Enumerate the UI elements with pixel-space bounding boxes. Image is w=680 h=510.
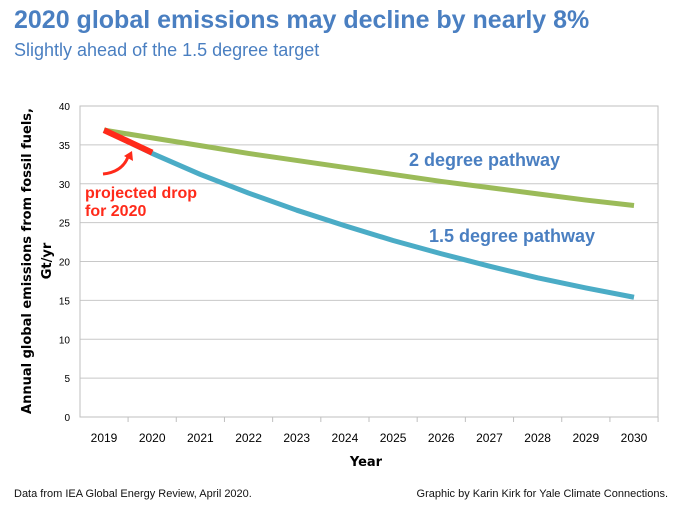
gridlines bbox=[80, 105, 658, 418]
credit-note: Graphic by Karin Kirk for Yale Climate C… bbox=[416, 488, 668, 500]
x-tick-label: 2027 bbox=[476, 431, 503, 445]
x-tick-label: 2025 bbox=[380, 431, 407, 445]
chart-subtitle: Slightly ahead of the 1.5 degree target bbox=[14, 40, 320, 60]
x-tick-label: 2029 bbox=[572, 431, 599, 445]
x-tick-label: 2020 bbox=[139, 431, 166, 445]
annotation-arrow bbox=[102, 156, 130, 176]
x-axis-label: Year bbox=[349, 455, 383, 470]
x-tick-label: 2030 bbox=[621, 431, 648, 445]
series-line-0 bbox=[103, 127, 635, 209]
x-tick-label: 2028 bbox=[524, 431, 551, 445]
series-lines bbox=[102, 127, 635, 300]
y-axis-ticks: 0 5 10 15 20 25 30 35 40 bbox=[59, 102, 71, 424]
x-tick-label: 2021 bbox=[187, 431, 214, 445]
y-tick-label: 5 bbox=[64, 374, 70, 385]
label-1-5-degree-pathway: 1.5 degree pathway bbox=[429, 226, 595, 246]
x-tick-label: 2022 bbox=[235, 431, 262, 445]
y-tick-label: 0 bbox=[64, 413, 70, 424]
chart-title: 2020 global emissions may decline by nea… bbox=[14, 6, 590, 34]
y-tick-label: 30 bbox=[59, 180, 71, 191]
y-tick-label: 25 bbox=[59, 219, 71, 230]
y-axis-label-line2: Gt/yr bbox=[40, 242, 55, 279]
label-projected-drop-line2: for 2020 bbox=[85, 203, 146, 220]
x-tick-label: 2023 bbox=[283, 431, 310, 445]
y-tick-label: 10 bbox=[59, 335, 71, 346]
y-tick-label: 35 bbox=[59, 141, 71, 152]
x-tick-label: 2026 bbox=[428, 431, 455, 445]
y-axis-label-line1: Annual global emissions from fossil fuel… bbox=[20, 108, 35, 414]
x-tick-label: 2024 bbox=[332, 431, 359, 445]
series-line-2 bbox=[102, 127, 154, 156]
y-tick-label: 15 bbox=[59, 296, 71, 307]
x-axis-ticks: 2019 2020 2021 2022 2023 2024 2025 2026 2027 2028… bbox=[91, 417, 659, 445]
label-projected-drop-line1: projected drop bbox=[85, 185, 197, 202]
y-tick-label: 20 bbox=[59, 258, 71, 269]
source-note: Data from IEA Global Energy Review, Apri… bbox=[14, 488, 252, 500]
x-tick-label: 2019 bbox=[91, 431, 118, 445]
label-2-degree-pathway: 2 degree pathway bbox=[409, 150, 560, 170]
y-tick-label: 40 bbox=[59, 102, 71, 113]
series-line-1 bbox=[102, 127, 635, 300]
annotation-arrowhead bbox=[124, 151, 133, 161]
